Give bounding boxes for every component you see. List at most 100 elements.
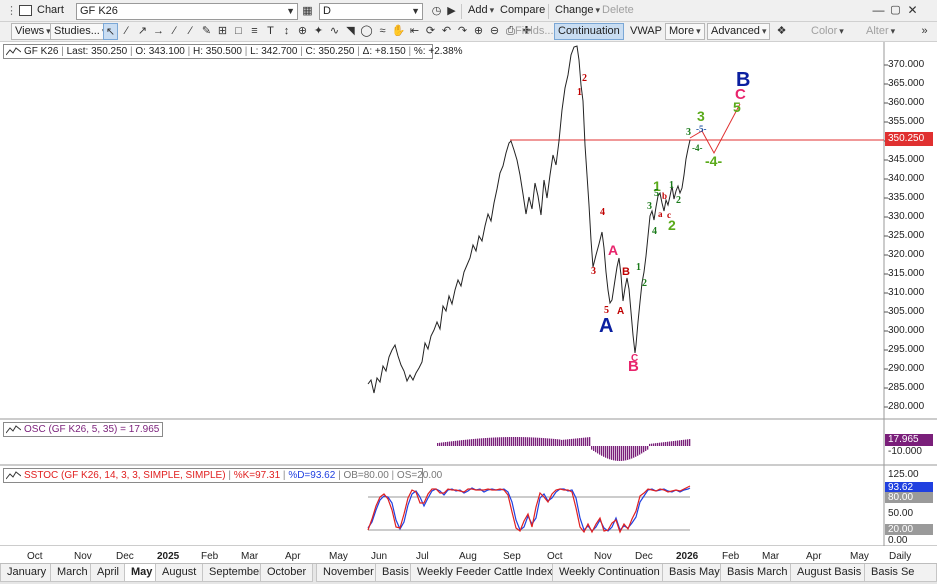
wave-label: A: [608, 242, 618, 258]
zoom-in-icon[interactable]: ⊕: [473, 25, 484, 37]
quote-open: O: 343.100: [135, 46, 185, 57]
osc-value-badge: 17.965: [885, 434, 933, 446]
undo-icon[interactable]: ↶: [441, 25, 452, 37]
tab-april[interactable]: April: [90, 564, 127, 582]
osc-bar: [497, 437, 499, 446]
tab-march[interactable]: March: [50, 564, 95, 582]
sstoc-axis-label: 125.00: [888, 469, 919, 480]
sstoc-label[interactable]: SSTOC (GF K26, 14, 3, 3, SIMPLE, SIMPLE)…: [3, 468, 442, 483]
views-button[interactable]: Views: [11, 23, 55, 40]
time-axis-label: Nov: [74, 551, 92, 562]
osc-bar: [523, 437, 525, 446]
trend-tool-icon[interactable]: ∕: [173, 25, 176, 37]
chevron-down-icon[interactable]: ▼: [411, 6, 420, 16]
time-axis-label: Feb: [201, 551, 219, 562]
tab-november[interactable]: November: [316, 564, 381, 582]
osc-bar: [641, 446, 643, 454]
tab-weekly-continuation[interactable]: Weekly Continuation: [552, 564, 667, 582]
print-icon[interactable]: ⎙: [506, 25, 515, 37]
clock-icon[interactable]: ◷: [431, 5, 442, 17]
advanced-button[interactable]: Advanced: [707, 23, 771, 40]
zoom-out-icon[interactable]: ⊖: [489, 25, 500, 37]
shape-tool-icon[interactable]: □: [235, 25, 242, 37]
line-tool-icon[interactable]: ∕: [125, 25, 128, 37]
change-button[interactable]: Change: [552, 2, 603, 20]
fib-tool-icon[interactable]: ≡: [251, 25, 258, 37]
crosshair-icon[interactable]: ⊕: [297, 25, 308, 37]
quote-high: H: 350.500: [193, 46, 242, 57]
color-button[interactable]: Color: [808, 23, 847, 41]
vwap-button[interactable]: VWAP: [630, 25, 662, 37]
close-icon[interactable]: ✕: [907, 3, 918, 17]
chart-area[interactable]: [0, 42, 937, 546]
chevron-down-icon[interactable]: ▼: [286, 6, 295, 16]
sstoc-title: SSTOC (GF K26, 14, 3, 3, SIMPLE, SIMPLE): [24, 470, 226, 481]
maximize-icon[interactable]: ▢: [890, 4, 901, 16]
tab-january[interactable]: January: [0, 564, 54, 582]
osc-bar: [637, 446, 639, 456]
tab-october[interactable]: October: [260, 564, 314, 582]
projection-line: [689, 103, 741, 155]
osc-bar: [595, 446, 597, 453]
studies-button[interactable]: Studies...: [50, 23, 111, 40]
more-button[interactable]: More: [665, 23, 705, 40]
pointer-plus-icon[interactable]: ✚: [521, 25, 532, 37]
fan-tool-icon[interactable]: ◥: [346, 25, 355, 37]
osc-bar: [563, 439, 565, 446]
play-icon[interactable]: ▶: [447, 5, 456, 17]
tab-basis-march[interactable]: Basis March: [720, 564, 795, 582]
osc-bar: [565, 439, 567, 446]
tab-weekly-feeder-cattle-index[interactable]: Weekly Feeder Cattle Index: [410, 564, 560, 582]
osc-label[interactable]: OSC (GF K26, 5, 35) = 17.965: [3, 422, 163, 437]
compare-button[interactable]: Compare: [500, 4, 546, 16]
palette-icon[interactable]: ❖: [776, 25, 787, 37]
osc-bar: [667, 441, 669, 446]
osc-bar: [439, 442, 441, 446]
wave-tool-icon[interactable]: ∿: [329, 25, 340, 37]
price-line: [367, 45, 691, 394]
osc-bar: [577, 438, 579, 446]
continuation-button[interactable]: Continuation: [554, 23, 624, 40]
arrow-tool-icon[interactable]: →: [153, 25, 164, 37]
alter-button[interactable]: Alter: [863, 23, 898, 41]
symbol-lookup-icon[interactable]: ▦: [302, 5, 313, 17]
symbol-input[interactable]: GF K26 ▼: [76, 3, 298, 20]
pointer-icon[interactable]: ↖: [103, 23, 118, 40]
channel-tool-icon[interactable]: ∕: [189, 25, 192, 37]
add-button[interactable]: Add: [465, 2, 497, 20]
stoch-k-line: [367, 485, 691, 534]
cursor-icon[interactable]: ✦: [313, 25, 324, 37]
period-label[interactable]: Daily: [889, 551, 912, 562]
text-tool-icon[interactable]: T: [267, 25, 274, 37]
fields-button[interactable]: Fields...: [515, 25, 554, 37]
scroll-left-icon[interactable]: ⇤: [409, 25, 420, 37]
tab-august-basis[interactable]: August Basis: [790, 564, 869, 582]
overflow-icon[interactable]: »: [921, 25, 928, 37]
tab-august[interactable]: August: [155, 564, 204, 582]
osc-bar: [465, 439, 467, 446]
wave-label: -4-: [692, 143, 703, 153]
delete-button[interactable]: Delete: [602, 4, 634, 16]
interval-input[interactable]: D ▼: [319, 3, 423, 20]
osc-bar: [687, 439, 689, 446]
measure-tool-icon[interactable]: ↕: [283, 25, 290, 37]
spiral-tool-icon[interactable]: ≈: [379, 25, 386, 37]
osc-bar: [461, 440, 463, 446]
pen-tool-icon[interactable]: ✎: [201, 25, 212, 37]
tab-basis-se[interactable]: Basis Se: [864, 564, 937, 582]
time-axis[interactable]: Oct Nov Dec 2025 Feb Mar Apr May Jun Jul Aug Sep Oct…: [0, 546, 937, 564]
osc-bar: [675, 440, 677, 446]
osc-bar: [683, 439, 685, 446]
osc-bar: [515, 437, 517, 446]
hand-icon[interactable]: ✋: [391, 25, 406, 37]
minimize-icon[interactable]: —: [872, 3, 885, 17]
osc-bar: [459, 440, 461, 446]
redo-icon[interactable]: ↷: [457, 25, 468, 37]
cycle-tool-icon[interactable]: ◯: [360, 25, 373, 37]
grid-tool-icon[interactable]: ⊞: [217, 25, 228, 37]
tab-basis-may[interactable]: Basis May: [662, 564, 727, 582]
osc-bar: [547, 438, 549, 446]
ray-tool-icon[interactable]: ↗: [137, 25, 148, 37]
tab-september[interactable]: September: [202, 564, 270, 582]
refresh-icon[interactable]: ⟳: [425, 25, 436, 37]
